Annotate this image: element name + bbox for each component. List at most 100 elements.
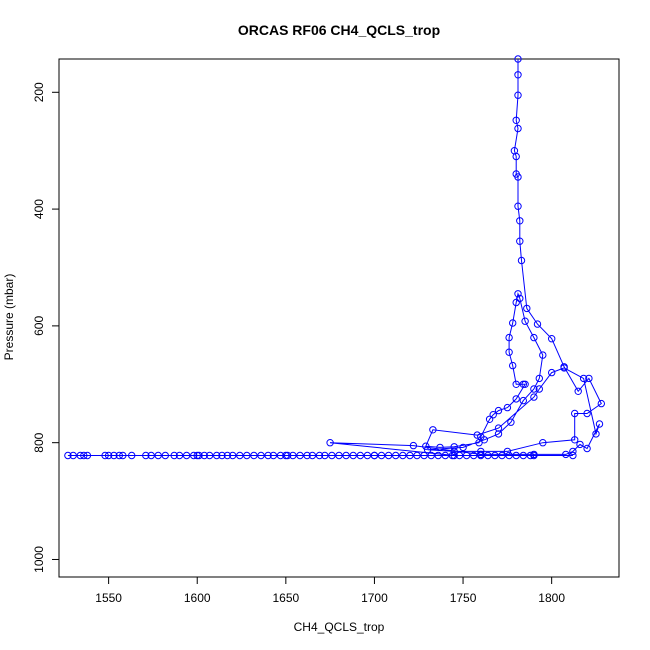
data-point	[498, 451, 506, 460]
data-point	[119, 451, 127, 460]
data-point	[516, 237, 524, 245]
data-point	[535, 374, 543, 383]
data-point	[462, 451, 471, 460]
data-point	[516, 217, 524, 225]
data-point	[475, 439, 483, 447]
data-point	[512, 152, 520, 161]
data-point	[115, 451, 124, 460]
data-point	[276, 451, 285, 460]
data-point	[548, 368, 556, 377]
y-tick-label: 200	[32, 82, 46, 102]
data-point	[503, 447, 512, 456]
data-point	[571, 436, 579, 444]
data-point	[503, 403, 512, 412]
data-point	[264, 451, 272, 460]
data-point	[363, 451, 372, 460]
data-point	[257, 451, 265, 460]
data-point	[576, 440, 584, 449]
plot-area	[64, 55, 605, 460]
data-point	[377, 451, 386, 460]
data-point	[64, 451, 72, 460]
data-point	[213, 451, 221, 460]
data-point	[308, 451, 317, 460]
data-point	[384, 451, 393, 460]
data-point	[579, 374, 588, 383]
y-axis: 200 400 600 800 1000	[32, 82, 59, 573]
data-point	[470, 451, 478, 460]
x-tick-label: 1600	[184, 591, 211, 605]
data-point	[296, 451, 304, 460]
data-point	[289, 451, 297, 460]
x-axis: 1550 1600 1650 1700 1750 1800	[95, 577, 565, 605]
data-point	[427, 451, 435, 460]
data-point	[597, 399, 605, 408]
data-point	[315, 451, 324, 460]
data-point	[423, 446, 432, 454]
x-tick-label: 1700	[361, 591, 388, 605]
data-point	[491, 451, 499, 460]
data-point	[505, 451, 513, 460]
data-point	[128, 451, 136, 460]
data-point	[190, 451, 198, 460]
data-point	[195, 451, 203, 460]
data-point	[406, 451, 414, 460]
data-point	[494, 424, 503, 432]
data-point	[530, 393, 538, 401]
data-point	[509, 361, 517, 370]
data-point	[422, 442, 430, 450]
data-point	[505, 333, 513, 342]
data-point	[399, 451, 407, 460]
data-point	[200, 451, 209, 460]
x-tick-label: 1750	[450, 591, 477, 605]
data-point	[514, 55, 522, 63]
data-point	[539, 351, 547, 359]
data-point	[477, 447, 485, 456]
data-point	[505, 348, 513, 356]
data-point	[521, 380, 529, 388]
x-tick-label: 1800	[538, 591, 565, 605]
data-point	[342, 451, 350, 460]
x-tick-label: 1650	[272, 591, 299, 605]
data-point	[243, 451, 251, 460]
y-tick-label: 1000	[32, 546, 46, 573]
data-point	[583, 444, 591, 453]
data-point	[69, 451, 77, 460]
data-point	[516, 294, 524, 303]
data-point	[356, 451, 364, 460]
data-point	[218, 451, 226, 460]
data-point	[489, 411, 497, 419]
data-point	[512, 380, 520, 388]
data-point	[101, 451, 109, 460]
data-point	[514, 290, 522, 298]
data-point	[161, 451, 170, 460]
data-point	[530, 333, 538, 342]
data-point	[571, 409, 579, 418]
data-point	[514, 124, 522, 133]
plot-frame	[58, 58, 620, 578]
data-point	[585, 374, 593, 383]
x-axis-label: CH4_QCLS_trop	[294, 620, 385, 634]
data-point	[526, 451, 535, 460]
data-point	[154, 451, 162, 460]
data-point	[76, 451, 85, 460]
data-point	[236, 451, 244, 460]
data-point	[523, 304, 531, 313]
data-point	[441, 451, 449, 460]
data-point	[574, 387, 582, 395]
data-point	[392, 451, 400, 460]
data-point	[436, 443, 444, 452]
data-point	[370, 451, 379, 460]
data-point	[477, 451, 485, 460]
data-point	[569, 451, 577, 460]
data-point	[560, 364, 568, 372]
data-point	[250, 451, 258, 460]
data-point	[455, 451, 464, 460]
data-point	[413, 451, 421, 460]
data-point	[512, 116, 520, 125]
data-point	[328, 451, 336, 460]
data-point	[562, 450, 570, 459]
data-point	[450, 447, 458, 456]
data-point	[170, 451, 178, 460]
